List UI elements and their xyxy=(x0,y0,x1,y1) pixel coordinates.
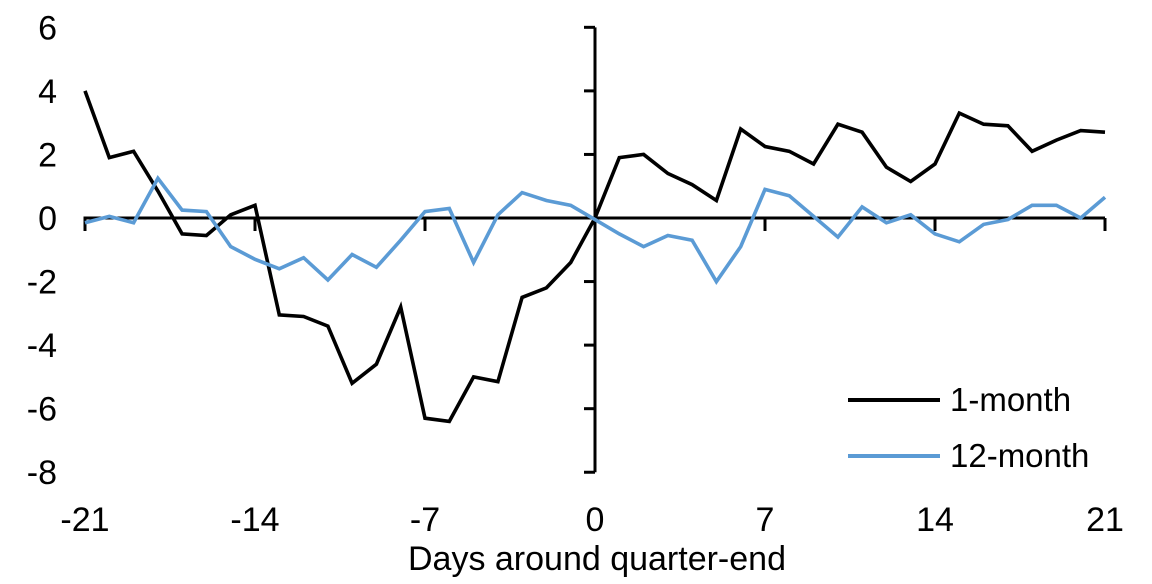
x-tick-label--14: -14 xyxy=(230,501,279,539)
x-tick-label-14: 14 xyxy=(916,501,954,539)
y-tick-label--6: -6 xyxy=(27,391,57,429)
legend-item-1-month: 1-month xyxy=(848,380,1089,420)
y-tick-label--2: -2 xyxy=(27,264,57,302)
legend-swatch-1-month-line xyxy=(848,398,940,402)
legend-item-12-month: 12-month xyxy=(848,436,1089,476)
legend-label-1-month: 1-month xyxy=(950,381,1072,418)
y-tick-label-4: 4 xyxy=(38,73,57,111)
y-tick-label--4: -4 xyxy=(27,327,57,365)
y-tick-label-0: 0 xyxy=(38,200,57,238)
legend-swatch-12-month-line xyxy=(848,454,940,458)
x-tick-label-7: 7 xyxy=(756,501,775,539)
legend: 1-month 12-month xyxy=(848,380,1089,492)
x-tick-label-21: 21 xyxy=(1086,501,1124,539)
x-tick-label-0: 0 xyxy=(586,501,605,539)
y-tick-label-6: 6 xyxy=(38,9,57,47)
x-tick-label--7: -7 xyxy=(410,501,440,539)
x-axis-title: Days around quarter-end xyxy=(407,540,786,578)
legend-label-12-month: 12-month xyxy=(950,437,1090,474)
y-tick-label-2: 2 xyxy=(38,136,57,174)
x-tick-label--21: -21 xyxy=(60,501,109,539)
y-tick-label--8: -8 xyxy=(27,454,57,492)
series-line-12-month xyxy=(84,175,1107,285)
